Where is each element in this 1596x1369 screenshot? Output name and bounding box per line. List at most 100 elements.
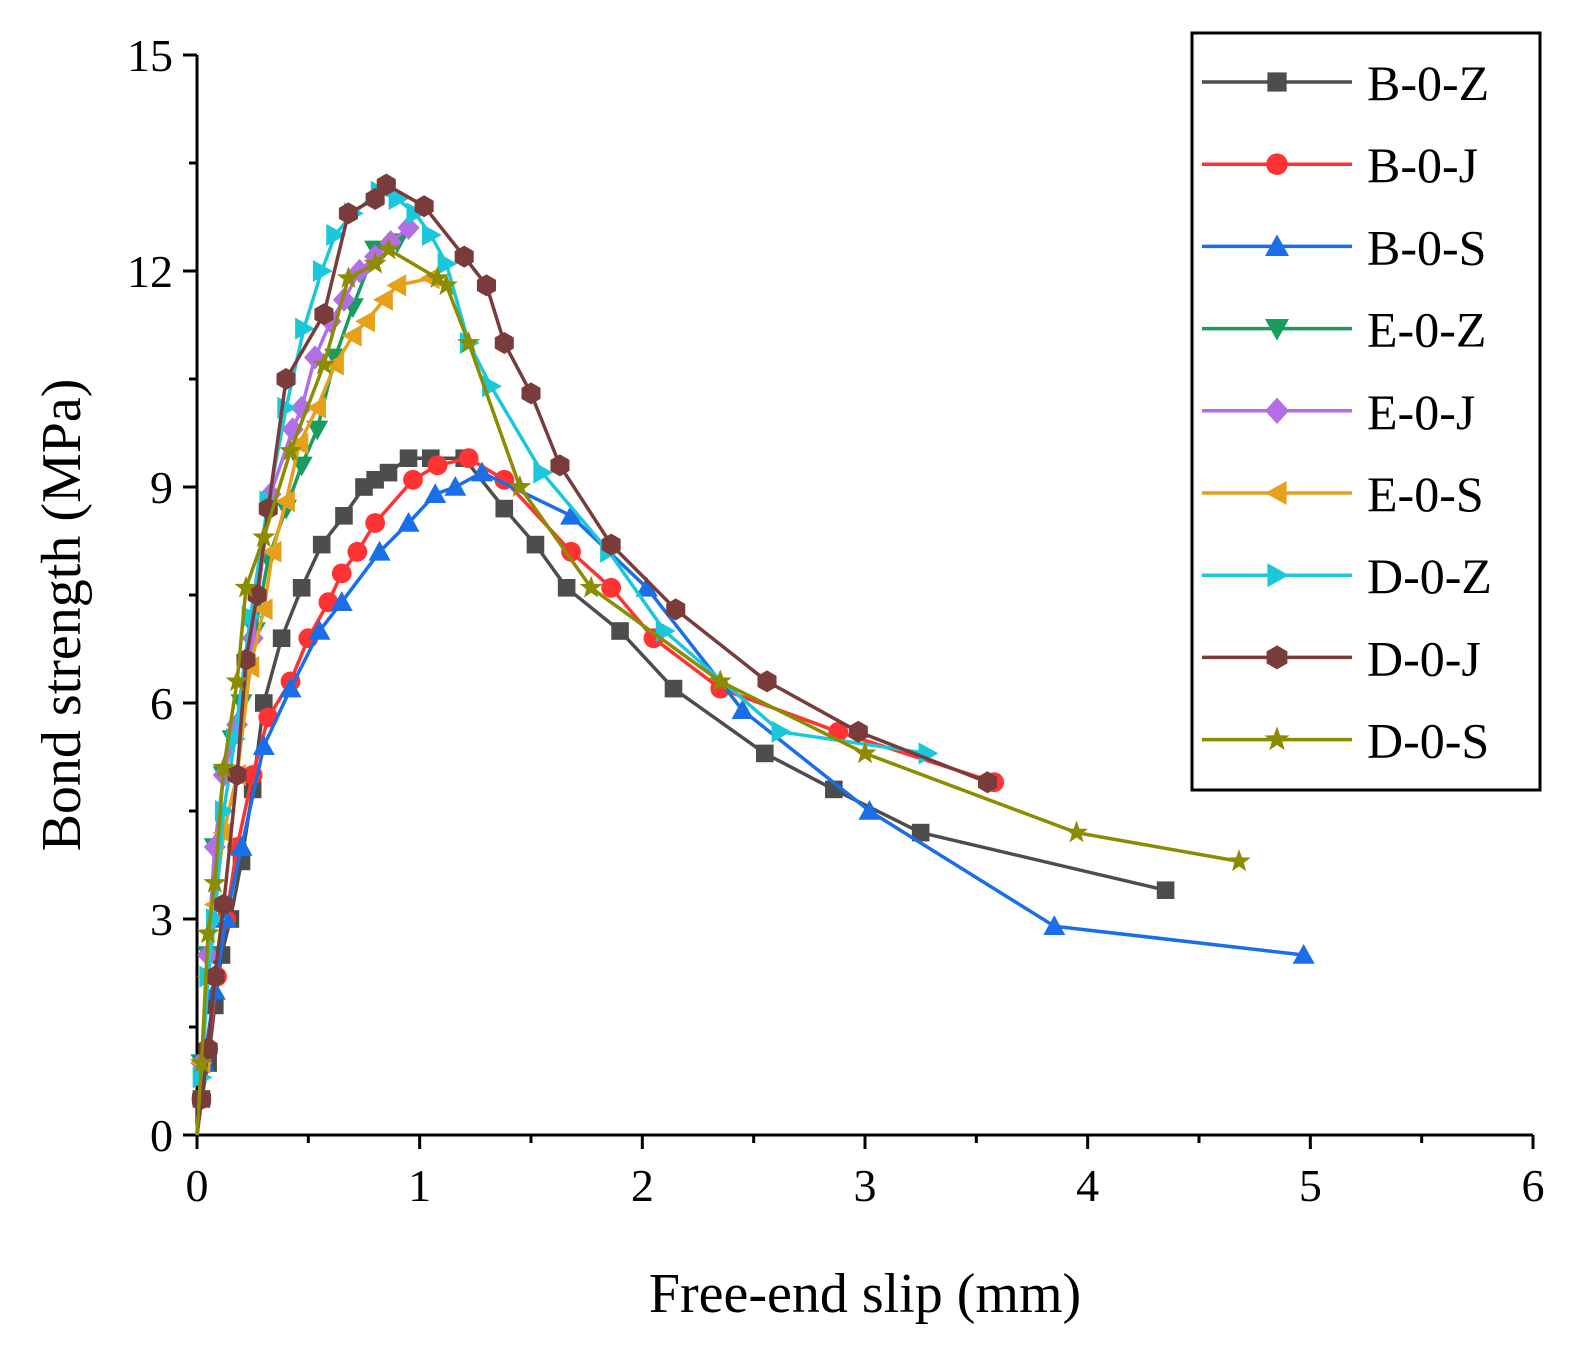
data-point-d-0-s [336,266,360,288]
series-line-b-0-z [195,456,1167,1136]
y-axis-title: Bond strength (MPa) [31,379,93,852]
data-point-d-0-j [376,173,396,196]
legend-label-b-0-z: B-0-Z [1367,55,1489,111]
data-point-d-0-j [476,274,496,297]
data-point-d-0-j [848,720,868,743]
data-point-b-0-z [292,579,311,597]
data-point-b-0-j [427,455,448,476]
data-point-b-0-z [366,471,384,489]
data-point-b-0-s [444,476,467,496]
data-point-b-0-z [335,507,353,525]
data-point-b-0-j [403,469,423,490]
data-point-d-0-s [252,525,276,548]
data-point-d-0-j [550,454,570,477]
series-line-e-0-j [195,226,410,1136]
legend-label-b-0-j: B-0-J [1367,137,1478,193]
legend-item-b-0-s: B-0-S [1202,219,1486,275]
data-point-d-0-j [191,1088,211,1110]
legend-item-b-0-z: B-0-Z [1202,55,1489,111]
data-point-d-0-j [521,382,541,405]
data-point-b-0-s [635,576,658,597]
legend-item-e-0-j: E-0-J [1202,384,1475,440]
data-point-d-0-s [312,352,336,375]
data-point-b-0-j [365,513,386,533]
data-point-e-0-s [288,432,309,455]
data-point-d-0-z [241,605,262,628]
legend-item-d-0-z: D-0-Z [1202,548,1492,604]
legend-item-d-0-j: D-0-J [1202,630,1481,686]
data-point-e-0-j [290,395,313,420]
y-tick-label: 9 [150,462,173,513]
legend-marker-e-0-z [1265,319,1289,341]
legend-marker-b-0-j [1266,153,1288,175]
data-point-d-0-j [314,303,334,326]
data-point-b-0-z [911,823,930,842]
data-point-b-0-z [255,694,273,712]
data-point-d-0-z [226,728,246,750]
data-point-e-0-s [306,396,327,419]
legend-label-d-0-j: D-0-J [1367,630,1481,686]
data-point-e-0-s [324,353,344,376]
series-line-d-0-z [195,190,928,1136]
data-point-b-0-s [330,591,353,611]
data-point-d-0-j [666,598,686,621]
data-point-b-0-s [424,483,447,503]
data-point-d-0-s [279,438,303,461]
data-point-d-0-s [457,330,481,353]
data-point-b-0-z [495,499,514,518]
data-point-e-0-s [386,274,407,297]
data-point-b-0-z [611,622,629,640]
data-point-d-0-s [579,575,603,598]
data-point-d-0-z [437,252,458,275]
data-point-b-0-s [308,620,331,640]
data-point-b-0-s [279,677,302,698]
data-point-d-0-z [326,224,347,246]
legend-item-d-0-s: D-0-S [1202,713,1489,769]
x-tick-label: 4 [1076,1160,1099,1211]
legend-marker-b-0-s [1265,234,1289,256]
x-tick-label: 5 [1299,1160,1322,1211]
legend-marker-d-0-s [1264,726,1290,751]
legend-label-b-0-s: B-0-S [1367,219,1486,275]
data-point-d-0-s [196,921,220,944]
data-point-d-0-s [363,251,387,274]
legend-label-d-0-s: D-0-S [1367,713,1489,769]
legend-marker-e-0-s [1265,481,1287,505]
data-point-d-0-z [771,720,792,743]
data-point-d-0-j [205,965,225,988]
legend-marker-b-0-z [1267,72,1287,92]
series-e-0-s [190,267,440,1136]
data-point-b-0-s [368,540,391,561]
data-point-b-0-s [1292,944,1315,964]
data-point-b-0-z [272,629,291,647]
data-point-b-0-z [1156,881,1175,899]
series-b-0-s [192,461,1315,1136]
data-point-d-0-z [533,461,554,484]
legend-marker-d-0-j [1266,645,1288,670]
x-axis-title: Free-end slip (mm) [649,1263,1081,1325]
data-point-d-0-s [434,273,458,296]
data-point-e-0-s [355,310,376,333]
series-e-0-j [190,215,420,1136]
data-point-d-0-s [1227,849,1251,872]
data-point-b-0-s [1043,915,1066,935]
y-tick-label: 6 [150,678,173,729]
legend-item-b-0-j: B-0-J [1202,137,1478,193]
legend-item-e-0-z: E-0-Z [1202,302,1486,358]
data-point-d-0-z [406,202,427,225]
x-tick-label: 3 [854,1160,877,1211]
data-point-d-0-j [247,584,267,606]
legend-marker-e-0-j [1265,397,1289,424]
data-point-d-0-j [214,893,234,916]
legend-label-e-0-z: E-0-Z [1367,302,1486,358]
data-point-d-0-s [853,741,877,764]
data-point-d-0-s [203,870,227,893]
y-tick-label: 3 [150,894,173,945]
data-point-b-0-z [664,679,683,698]
data-point-d-0-j [601,533,621,556]
data-point-b-0-s [858,800,881,820]
data-point-d-0-s [225,669,249,692]
data-point-d-0-z [422,224,442,246]
data-point-e-0-s [275,490,295,513]
data-point-b-0-s [397,512,420,532]
